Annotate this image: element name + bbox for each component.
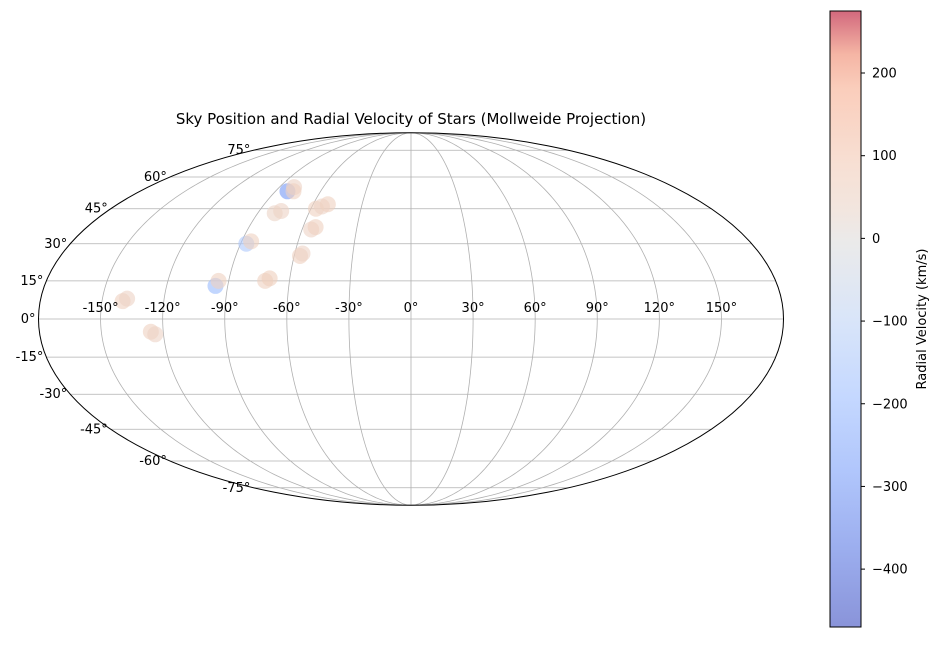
sky-boundary xyxy=(38,132,784,506)
longitude-tick-label: 150° xyxy=(706,301,737,316)
star-point xyxy=(119,290,136,307)
chart-title: Sky Position and Radial Velocity of Star… xyxy=(176,110,646,128)
colorbar: −400 −300 −200 −100 0 100 200 Radial Velocity … xyxy=(829,10,930,628)
latitude-tick-label: -60° xyxy=(139,454,167,469)
star-point xyxy=(294,245,311,262)
longitude-tick-label: -150° xyxy=(83,301,119,316)
colorbar-tick-label: 0 xyxy=(872,232,880,247)
graticule xyxy=(38,132,784,506)
star-point xyxy=(319,196,336,213)
star-point xyxy=(273,202,290,219)
longitude-tick-label: 30° xyxy=(462,301,485,316)
colorbar-tick-label: 200 xyxy=(872,67,897,82)
longitude-tick-label: -30° xyxy=(335,301,363,316)
latitude-tick-label: -30° xyxy=(40,387,68,402)
latitude-tick-label: 15° xyxy=(20,274,43,289)
colorbar-gradient xyxy=(830,11,861,627)
longitude-tick-label: -90° xyxy=(211,301,239,316)
longitude-tick-labels: -150° -120° -90° -60° -30° 0° 30° 60° 90° 120° 150… xyxy=(83,301,738,316)
latitude-tick-label: 0° xyxy=(21,312,36,327)
colorbar-tick-label: −400 xyxy=(872,563,908,578)
colorbar-ticks: −400 −300 −200 −100 0 100 200 xyxy=(861,67,908,578)
longitude-tick-label: 60° xyxy=(524,301,547,316)
colorbar-tick-label: 100 xyxy=(872,149,897,164)
latitude-tick-label: 45° xyxy=(85,202,108,217)
star-point xyxy=(307,219,324,236)
colorbar-tick-label: −300 xyxy=(872,480,908,495)
colorbar-tick-label: −200 xyxy=(872,397,908,412)
longitude-tick-label: 90° xyxy=(586,301,609,316)
scatter-points xyxy=(114,179,336,343)
longitude-tick-label: -120° xyxy=(145,301,181,316)
longitude-tick-label: 0° xyxy=(404,301,419,316)
latitude-tick-label: -15° xyxy=(16,350,44,365)
latitude-tick-label: -45° xyxy=(80,422,108,437)
latitude-tick-label: -75° xyxy=(223,481,251,496)
longitude-tick-label: -60° xyxy=(273,301,301,316)
star-point xyxy=(147,326,164,343)
star-point xyxy=(243,233,260,250)
latitude-tick-label: 30° xyxy=(44,237,67,252)
latitude-tick-label: 60° xyxy=(144,170,167,185)
latitude-tick-labels: 75° 60° 45° 30° 15° 0° -15° -30° -45° -60° -75° xyxy=(16,143,251,496)
colorbar-tick-label: −100 xyxy=(872,315,908,330)
star-point xyxy=(210,272,227,289)
star-point xyxy=(285,183,302,200)
colorbar-label: Radial Velocity (km/s) xyxy=(915,249,930,390)
colorbar-frame xyxy=(829,10,862,628)
star-point xyxy=(261,270,278,287)
longitude-tick-label: 120° xyxy=(644,301,675,316)
latitude-tick-label: 75° xyxy=(227,143,250,158)
